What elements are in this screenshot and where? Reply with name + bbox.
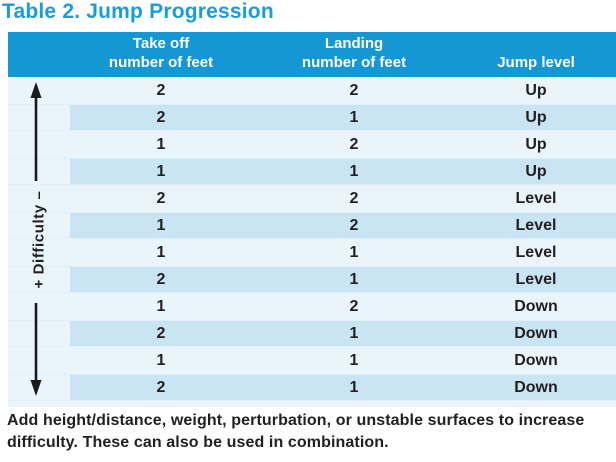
table-row: 2 1 Level [8,266,616,293]
jump-level-cell: Up [525,135,547,153]
table-row: 2 1 Down [8,374,616,401]
jump-level-cell: Level [515,216,557,234]
landing-cell: 2 [349,189,359,207]
takeoff-cell: 2 [156,189,166,207]
landing-cell: 2 [349,81,359,99]
table-header-row: Take off number of feet Landing number o… [8,32,616,77]
takeoff-cell: 1 [156,135,166,153]
table-row: 1 1 Down [8,347,616,374]
jump-level-cell: Level [515,243,557,261]
jump-level-cell: Up [525,108,547,126]
takeoff-cell: 2 [156,324,166,342]
landing-cell: 1 [349,243,359,261]
landing-cell: 2 [349,135,359,153]
takeoff-cell: 1 [156,216,166,234]
landing-cell: 1 [349,108,359,126]
footnote: Add height/distance, weight, perturbatio… [7,412,585,451]
takeoff-cell: 1 [156,243,166,261]
table-row: 1 2 Down [8,293,616,320]
landing-cell: 1 [349,351,359,369]
landing-cell: 1 [349,378,359,396]
table-title: Table 2. Jump Progression [2,0,274,23]
column-header-jump-level: Jump level [456,53,616,77]
jump-level-cell: Down [514,351,558,369]
jump-level-cell: Up [525,162,547,180]
landing-cell: 2 [349,297,359,315]
takeoff-cell: 2 [156,270,166,288]
table-row: 2 2 Up [8,77,616,104]
takeoff-cell: 2 [156,81,166,99]
table-body: 2 2 Up 2 1 Up 1 2 Up 1 1 Up 2 2 Level 1 2 Level 1 1 Level 2 1 L… [8,77,616,407]
takeoff-cell: 2 [156,378,166,396]
takeoff-cell: 1 [156,162,166,180]
jump-level-cell: Level [515,270,557,288]
jump-level-cell: Down [514,324,558,342]
difficulty-axis: + Difficulty – [8,77,70,401]
column-header-landing-line2: number of feet [301,54,407,71]
column-header-takeoff-line2: number of feet [108,54,214,71]
table-row: 1 2 Level [8,212,616,239]
column-header-takeoff: Take off number of feet [70,34,252,77]
column-header-landing: Landing number of feet [252,34,456,77]
takeoff-cell: 1 [156,351,166,369]
jump-level-cell: Down [514,378,558,396]
landing-cell: 2 [349,216,359,234]
jump-progression-table: Take off number of feet Landing number o… [8,32,616,407]
table-row: 2 1 Up [8,104,616,131]
table-row: 2 2 Level [8,185,616,212]
takeoff-cell: 1 [156,297,166,315]
table-row: 1 1 Level [8,239,616,266]
jump-level-cell: Up [525,81,547,99]
difficulty-arrow-icon [30,82,42,396]
landing-cell: 1 [349,162,359,180]
table-row: 1 1 Up [8,158,616,185]
table-row: 2 1 Down [8,320,616,347]
column-header-landing-line1: Landing [324,35,384,52]
column-header-jump-level-line1: Jump level [497,54,575,71]
jump-level-cell: Level [515,189,557,207]
landing-cell: 1 [349,324,359,342]
takeoff-cell: 2 [156,108,166,126]
table-row: 1 2 Up [8,131,616,158]
column-header-takeoff-line1: Take off [132,35,190,52]
landing-cell: 1 [349,270,359,288]
jump-level-cell: Down [514,297,558,315]
